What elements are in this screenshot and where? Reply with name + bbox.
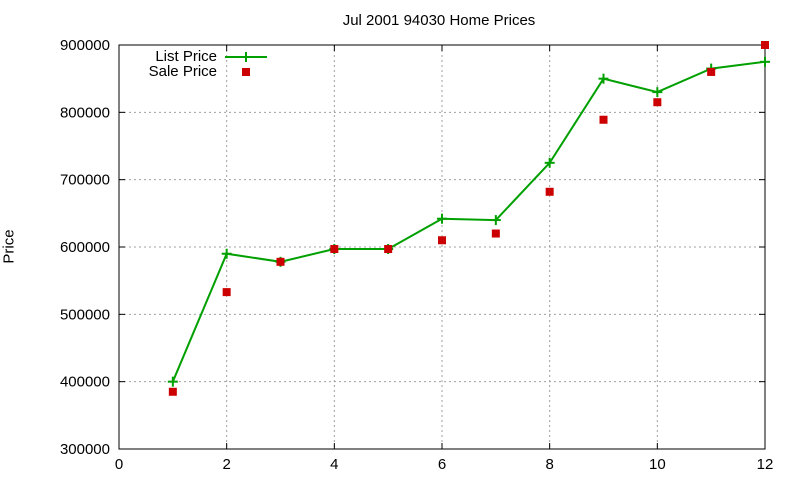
- list-price-line: [171, 60, 766, 383]
- y-tick-label: 400000: [60, 374, 110, 391]
- x-tick-label: 4: [330, 456, 338, 473]
- sale-price-marker: [599, 115, 608, 124]
- x-tick-label: 0: [115, 456, 123, 473]
- sale-price-marker: [545, 187, 554, 196]
- x-tick-label: 8: [545, 456, 553, 473]
- sale-price-marker: [222, 288, 231, 297]
- y-tick-label: 500000: [60, 306, 110, 323]
- x-tick-label: 10: [649, 456, 666, 473]
- y-tick-label: 600000: [60, 239, 110, 256]
- sale-price-marker: [707, 67, 716, 76]
- sale-price-marker: [653, 98, 662, 107]
- sale-price-marker: [491, 229, 500, 238]
- y-tick-label: 800000: [60, 104, 110, 121]
- legend-sale-price-marker: [242, 68, 250, 76]
- y-tick-label: 700000: [60, 172, 110, 189]
- x-tick-label: 12: [757, 456, 774, 473]
- legend-label-sale-price: Sale Price: [149, 63, 217, 80]
- sale-price-marker: [761, 41, 769, 49]
- sale-price-marker: [438, 236, 446, 245]
- sale-price-marker: [330, 245, 339, 254]
- y-tick-label: 300000: [60, 441, 110, 458]
- sale-price-marker: [276, 257, 285, 266]
- sale-price-marker: [168, 387, 177, 396]
- chart-title: Jul 2001 94030 Home Prices: [342, 12, 536, 29]
- x-tick-label: 2: [222, 456, 230, 473]
- legend-label-list-price: List Price: [155, 48, 217, 65]
- sale-price-marker: [384, 245, 393, 254]
- x-tick-label: 6: [438, 456, 446, 473]
- y-tick-label: 900000: [60, 37, 110, 54]
